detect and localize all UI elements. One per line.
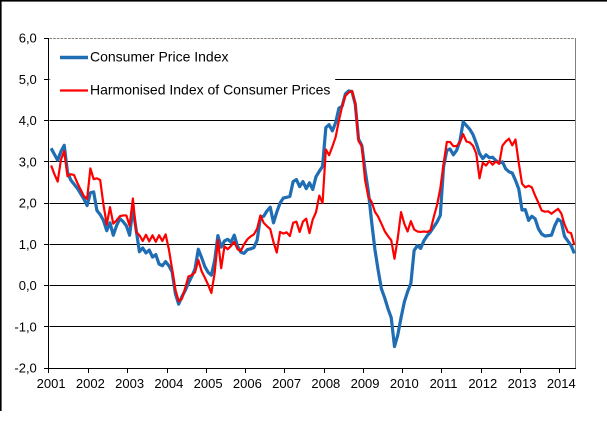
- svg-text:2005: 2005: [194, 376, 223, 391]
- svg-text:4,0: 4,0: [19, 113, 37, 128]
- svg-text:2012: 2012: [468, 376, 497, 391]
- svg-text:2013: 2013: [508, 376, 537, 391]
- svg-text:2002: 2002: [76, 376, 105, 391]
- svg-text:2006: 2006: [233, 376, 262, 391]
- svg-text:2,0: 2,0: [19, 196, 37, 211]
- svg-text:2003: 2003: [115, 376, 144, 391]
- svg-text:2009: 2009: [351, 376, 380, 391]
- svg-text:2010: 2010: [390, 376, 419, 391]
- svg-text:3,0: 3,0: [19, 154, 37, 169]
- svg-text:Consumer Price Index: Consumer Price Index: [90, 48, 229, 64]
- svg-text:-1,0: -1,0: [14, 319, 36, 334]
- svg-text:2014: 2014: [547, 376, 576, 391]
- svg-text:0,0: 0,0: [19, 278, 37, 293]
- svg-text:6,0: 6,0: [19, 31, 37, 46]
- svg-text:2001: 2001: [37, 376, 66, 391]
- svg-text:-2,0: -2,0: [14, 361, 36, 376]
- svg-text:2011: 2011: [430, 376, 458, 391]
- svg-text:2004: 2004: [154, 376, 183, 391]
- svg-text:Harmonised Index of Consumer P: Harmonised Index of Consumer Prices: [90, 82, 330, 98]
- svg-text:2007: 2007: [272, 376, 301, 391]
- svg-text:5,0: 5,0: [19, 72, 37, 87]
- svg-text:1,0: 1,0: [19, 237, 37, 252]
- svg-text:2008: 2008: [311, 376, 340, 391]
